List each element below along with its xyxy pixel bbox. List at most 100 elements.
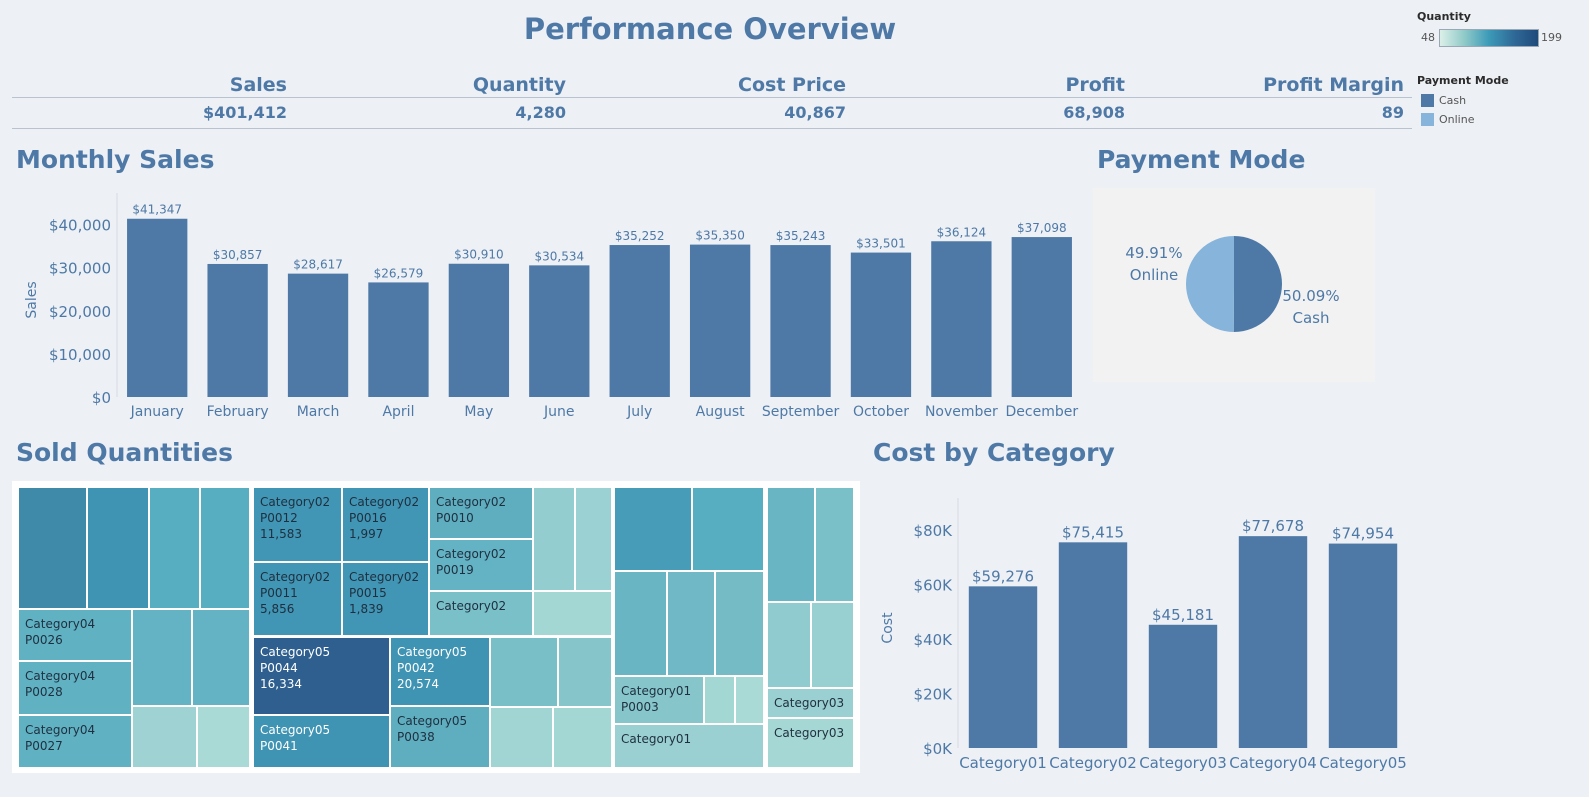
treemap-tile[interactable] xyxy=(614,571,667,676)
treemap-tile[interactable] xyxy=(132,706,197,768)
x-tick-label: Category02 xyxy=(1049,754,1137,772)
bar[interactable] xyxy=(609,245,670,397)
quantity-color-ramp xyxy=(1439,29,1539,47)
quantity-legend-title: Quantity xyxy=(1417,10,1471,23)
bar[interactable] xyxy=(1238,536,1308,748)
treemap-tile[interactable] xyxy=(132,609,192,706)
bar[interactable] xyxy=(1328,543,1398,748)
x-tick-label: January xyxy=(130,404,184,420)
x-tick-label: June xyxy=(543,404,575,420)
treemap-tile[interactable]: Category02 P0012 11,583 xyxy=(253,487,342,562)
x-tick-label: May xyxy=(464,404,493,420)
treemap-tile[interactable] xyxy=(192,609,250,706)
treemap-tile[interactable]: Category02 xyxy=(429,591,533,636)
treemap-tile[interactable]: Category05 P0038 xyxy=(390,706,490,768)
treemap-tile[interactable]: Category02 P0019 xyxy=(429,539,533,591)
y-tick-label: $40K xyxy=(914,631,954,649)
treemap-tile[interactable] xyxy=(735,676,764,724)
bar[interactable] xyxy=(1148,624,1218,748)
x-tick-label: October xyxy=(853,404,909,420)
page-title: Performance Overview xyxy=(523,12,897,46)
treemap-tile[interactable]: Category04 P0027 xyxy=(18,715,132,768)
bar[interactable] xyxy=(1011,237,1072,397)
treemap-tile-label: Category04 P0028 xyxy=(25,669,96,699)
treemap-tile[interactable] xyxy=(149,487,200,609)
treemap-tile[interactable]: Category01 xyxy=(614,724,764,768)
treemap-tile-label: Category03 xyxy=(774,726,845,740)
bar-data-label: $30,534 xyxy=(534,249,584,263)
bar[interactable] xyxy=(529,265,590,397)
treemap-tile[interactable] xyxy=(533,591,612,636)
bar[interactable] xyxy=(689,244,751,397)
bar[interactable] xyxy=(368,282,429,397)
treemap-tile[interactable] xyxy=(767,602,811,688)
bar-data-label: $45,181 xyxy=(1152,606,1214,624)
treemap-tile[interactable] xyxy=(197,706,250,768)
bar-data-label: $77,678 xyxy=(1242,517,1304,535)
pie-label-cash-name: Cash xyxy=(1293,309,1330,327)
treemap-tile[interactable] xyxy=(18,487,87,609)
pie-slice-online[interactable] xyxy=(1185,236,1234,332)
y-tick-label: $10,000 xyxy=(49,346,111,364)
bar[interactable] xyxy=(448,263,510,397)
treemap-tile[interactable]: Category01 P0003 xyxy=(614,676,704,724)
kpi-cost-price-value: 40,867 xyxy=(784,103,846,122)
quantity-legend-max: 199 xyxy=(1541,31,1562,44)
treemap-tile[interactable] xyxy=(715,571,764,676)
treemap-tile[interactable]: Category03 xyxy=(767,688,854,718)
bar[interactable] xyxy=(127,218,188,397)
treemap-tile[interactable] xyxy=(811,602,854,688)
treemap-tile[interactable]: Category04 P0026 xyxy=(18,609,132,661)
treemap-tile[interactable] xyxy=(767,487,815,602)
treemap-tile[interactable] xyxy=(87,487,149,609)
treemap-tile[interactable] xyxy=(200,487,250,609)
treemap-tile[interactable]: Category02 P0010 xyxy=(429,487,533,539)
treemap-tile[interactable]: Category05 P0044 16,334 xyxy=(253,637,390,715)
bar-data-label: $37,098 xyxy=(1017,221,1067,235)
payment-mode-title: Payment Mode xyxy=(1097,145,1306,174)
treemap-tile[interactable]: Category05 P0042 20,574 xyxy=(390,637,490,706)
treemap-tile[interactable] xyxy=(575,487,612,591)
sold-quantities-title: Sold Quantities xyxy=(16,438,233,467)
treemap-tile[interactable] xyxy=(614,487,692,571)
bar[interactable] xyxy=(931,241,992,397)
bar-data-label: $35,350 xyxy=(695,229,745,243)
treemap-tile[interactable]: Category05 P0041 xyxy=(253,715,390,768)
treemap-tile[interactable]: Category02 P0015 1,839 xyxy=(342,562,429,636)
bar[interactable] xyxy=(770,245,831,397)
bar[interactable] xyxy=(207,263,268,397)
treemap-tile-label: Category02 P0016 1,997 xyxy=(349,495,420,541)
treemap-tile[interactable] xyxy=(692,487,764,571)
treemap-tile[interactable]: Category03 xyxy=(767,718,854,768)
treemap-tile[interactable]: Category04 P0028 xyxy=(18,661,132,715)
x-tick-label: December xyxy=(1005,404,1078,420)
treemap-tile[interactable] xyxy=(533,487,575,591)
cost-chart-group: $0K $20K $40K $60K $80K Cost $59,276 Category01… xyxy=(880,498,1407,772)
x-tick-label: August xyxy=(696,404,746,420)
cost-by-category-chart: $0K $20K $40K $60K $80K Cost $59,276 Category01… xyxy=(880,498,1407,772)
treemap-tile[interactable] xyxy=(490,637,558,707)
treemap-tile[interactable] xyxy=(667,571,715,676)
pie-slice-cash[interactable] xyxy=(1233,236,1282,332)
treemap-tile[interactable] xyxy=(704,676,735,724)
pie-label-online-name: Online xyxy=(1130,266,1178,284)
x-tick-label: March xyxy=(297,404,340,420)
treemap-tile[interactable] xyxy=(558,637,612,707)
bar[interactable] xyxy=(1058,542,1128,748)
legend-swatch-cash xyxy=(1421,94,1434,107)
bar[interactable] xyxy=(968,586,1038,748)
legend-label-cash: Cash xyxy=(1439,94,1467,107)
x-tick-label: Category01 xyxy=(959,754,1047,772)
treemap-tile[interactable]: Category02 P0011 5,856 xyxy=(253,562,342,636)
treemap-tile[interactable] xyxy=(553,707,612,768)
x-tick-label: February xyxy=(207,404,269,420)
treemap-tile[interactable] xyxy=(815,487,854,602)
kpi-quantity-value: 4,280 xyxy=(515,103,566,122)
kpi-sales-label: Sales xyxy=(229,74,287,96)
bar[interactable] xyxy=(850,252,912,397)
treemap-tile[interactable]: Category02 P0016 1,997 xyxy=(342,487,429,562)
bar-data-label: $28,617 xyxy=(293,258,343,272)
treemap-tile[interactable] xyxy=(490,707,553,768)
bar[interactable] xyxy=(287,273,349,397)
x-tick-label: November xyxy=(925,404,998,420)
